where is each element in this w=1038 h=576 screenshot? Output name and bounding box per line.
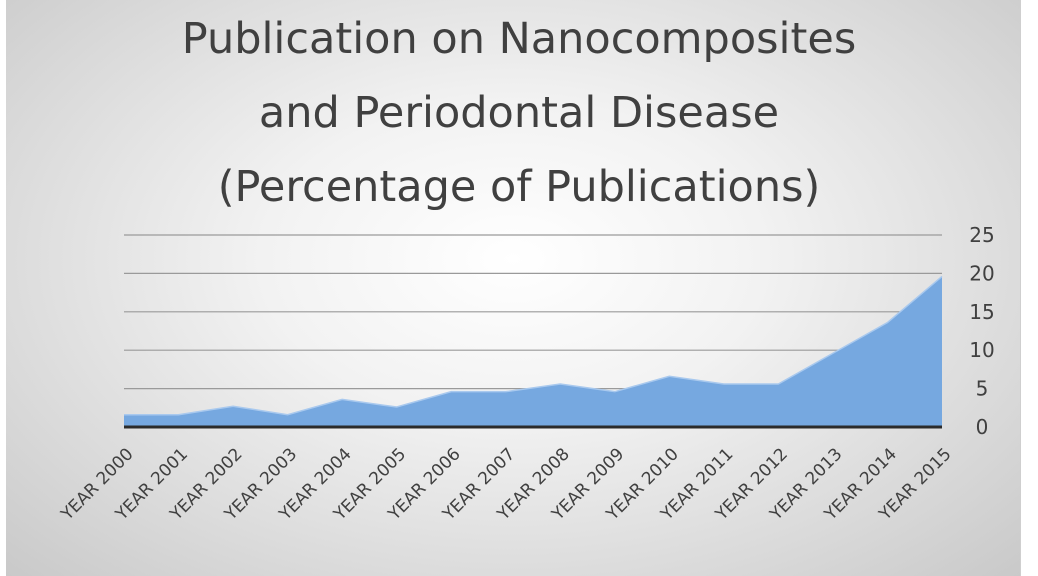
y-tick-label: 15 — [969, 300, 994, 324]
area-outline — [124, 275, 943, 416]
series-area — [123, 275, 943, 427]
chart-title: Publication on Nanocomposites and Period… — [181, 14, 857, 212]
y-tick-label: 0 — [976, 415, 989, 439]
y-tick-label: 20 — [969, 261, 994, 285]
y-tick-label: 5 — [976, 377, 989, 401]
y-tick-label: 10 — [969, 338, 994, 362]
y-tick-label: 25 — [969, 223, 994, 247]
chart-frame — [6, 0, 1021, 576]
area-fill — [124, 276, 942, 427]
y-tick-labels: 25 20 15 10 5 0 — [969, 223, 994, 439]
